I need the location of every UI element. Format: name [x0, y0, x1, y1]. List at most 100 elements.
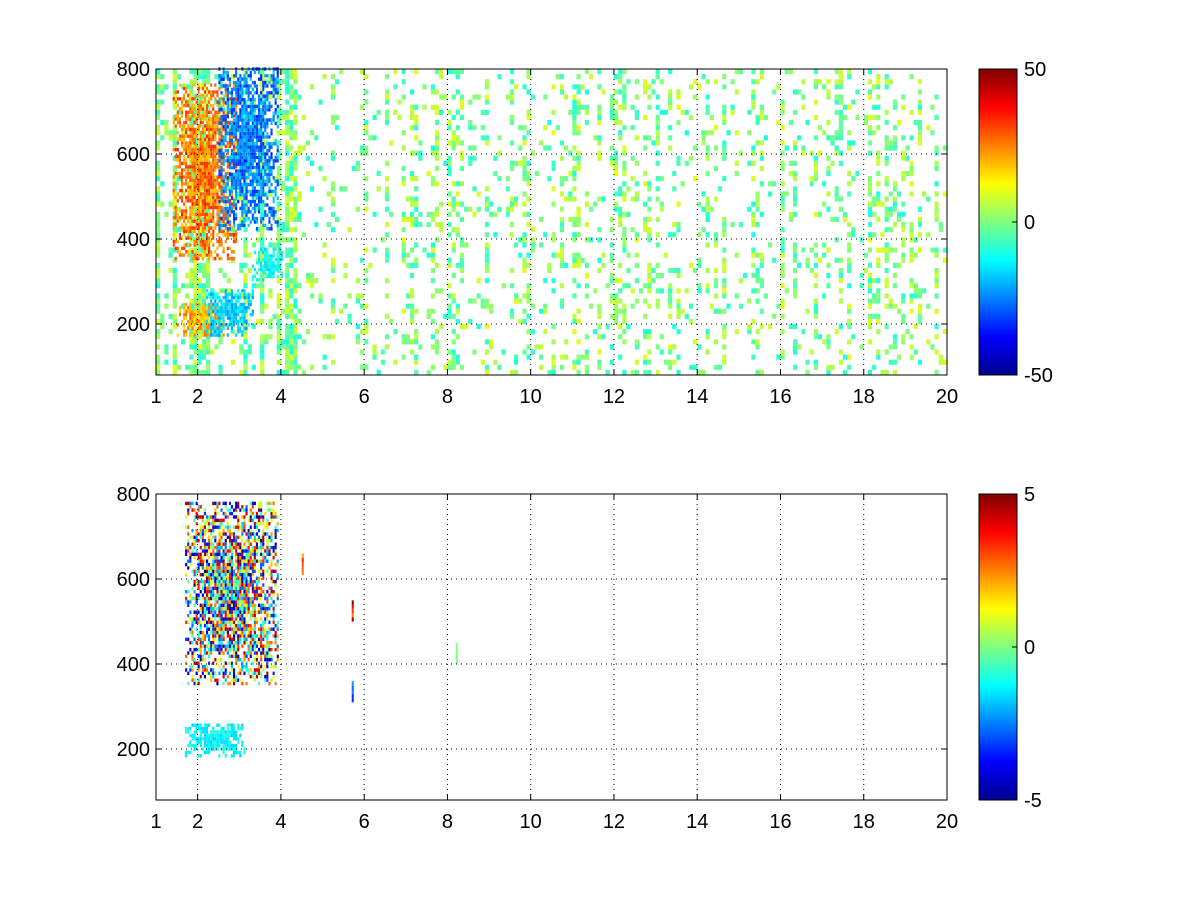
heatmap-cell — [156, 140, 160, 145]
heatmap-cell — [635, 79, 639, 84]
heatmap-cell — [223, 200, 225, 203]
heatmap-cell — [229, 97, 231, 100]
heatmap-cell — [302, 339, 306, 344]
heatmap-cell — [368, 263, 372, 268]
heatmap-cell — [697, 370, 701, 375]
heatmap-cell — [385, 120, 389, 125]
heatmap-cell — [200, 206, 202, 209]
heatmap-cell — [277, 183, 279, 186]
heatmap-cell — [756, 288, 760, 293]
heatmap-cell — [248, 95, 250, 98]
heatmap-cell — [191, 621, 193, 624]
heatmap-cell — [793, 339, 797, 344]
heatmap-cell — [289, 171, 293, 176]
heatmap-cell — [243, 118, 245, 121]
heatmap-cell — [243, 237, 247, 242]
heatmap-cell — [277, 71, 279, 74]
heatmap-cell — [477, 95, 481, 100]
heatmap-cell — [552, 365, 556, 370]
heatmap-cell — [243, 156, 245, 159]
heatmap-cell — [229, 199, 231, 202]
heatmap-cell — [191, 230, 193, 233]
heatmap-cell — [210, 233, 212, 236]
heatmap-cell — [181, 226, 183, 229]
heatmap-cell — [248, 210, 250, 213]
heatmap-cell — [187, 172, 189, 175]
heatmap-cell — [239, 370, 243, 375]
heatmap-cell — [577, 258, 581, 263]
heatmap-cell — [485, 140, 489, 145]
heatmap-cell — [264, 159, 266, 162]
heatmap-cell — [237, 142, 239, 145]
heatmap-cell — [510, 120, 514, 125]
heatmap-cell — [233, 186, 235, 189]
heatmap-cell — [185, 638, 187, 641]
heatmap-cell — [281, 251, 283, 254]
heatmap-cell — [385, 222, 389, 227]
heatmap-cell — [241, 193, 243, 196]
heatmap-cell — [464, 242, 468, 247]
heatmap-cell — [839, 207, 843, 212]
heatmap-cell — [485, 202, 489, 207]
heatmap-cell — [218, 365, 222, 370]
heatmap-cell — [258, 159, 260, 162]
heatmap-cell — [427, 222, 431, 227]
heatmap-cell — [231, 316, 233, 319]
heatmap-cell — [918, 105, 922, 110]
heatmap-cell — [235, 101, 237, 104]
heatmap-cell — [214, 148, 216, 151]
heatmap-cell — [200, 306, 202, 309]
heatmap-cell — [572, 186, 576, 191]
heatmap-cell — [606, 324, 610, 329]
heatmap-cell — [585, 293, 589, 298]
heatmap-cell — [210, 196, 212, 199]
heatmap-cell — [200, 182, 202, 185]
heatmap-cell — [935, 268, 939, 273]
heatmap-cell — [452, 227, 456, 232]
heatmap-cell — [271, 190, 273, 193]
heatmap-cell — [225, 159, 227, 162]
heatmap-cell — [414, 197, 418, 202]
heatmap-cell — [514, 202, 518, 207]
heatmap-cell — [273, 71, 275, 74]
heatmap-cell — [239, 193, 241, 196]
heatmap-cell — [876, 95, 880, 100]
heatmap-cell — [781, 100, 785, 105]
heatmap-cell — [535, 171, 539, 176]
heatmap-cell — [622, 181, 626, 186]
heatmap-cell — [194, 226, 196, 229]
heatmap-cell — [243, 159, 245, 162]
heatmap-cell — [214, 296, 216, 299]
heatmap-cell — [221, 206, 223, 209]
heatmap-cell — [275, 122, 277, 125]
heatmap-cell — [250, 84, 252, 87]
heatmap-cell — [847, 222, 851, 227]
heatmap-cell — [285, 84, 289, 89]
heatmap-cell — [254, 105, 256, 108]
heatmap-cell — [243, 339, 247, 344]
heatmap-cell — [194, 320, 196, 323]
heatmap-cell — [801, 146, 805, 151]
heatmap-cell — [676, 288, 680, 293]
heatmap-cell — [208, 202, 210, 205]
heatmap-cell — [493, 212, 497, 217]
heatmap-cell — [254, 173, 256, 176]
heatmap-cell — [223, 296, 225, 299]
heatmap-cell — [822, 84, 826, 89]
heatmap-cell — [216, 104, 218, 107]
heatmap-cell — [281, 186, 285, 191]
heatmap-cell — [227, 105, 229, 108]
heatmap-cell — [156, 161, 160, 166]
heatmap-cell — [751, 151, 755, 156]
heatmap-cell — [552, 84, 556, 89]
heatmap-cell — [231, 166, 233, 169]
heatmap-cell — [160, 89, 164, 94]
heatmap-cell — [885, 79, 889, 84]
heatmap-cell — [643, 334, 647, 339]
heatmap-cell — [218, 310, 220, 313]
heatmap-cell — [839, 69, 843, 74]
heatmap-cell — [214, 155, 216, 158]
heatmap-cell — [223, 190, 225, 193]
heatmap-cell — [223, 159, 225, 162]
heatmap-cell — [281, 181, 285, 186]
